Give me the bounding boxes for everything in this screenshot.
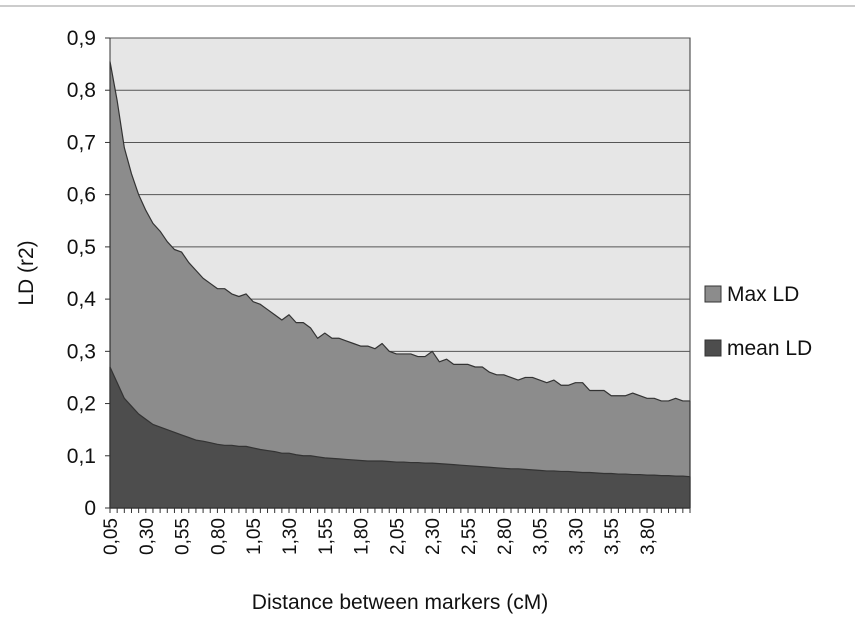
x-tick-label: 3,30 <box>566 518 587 555</box>
x-tick-label: 1,80 <box>352 518 373 555</box>
x-axis-ticks: 0,05 0,30 0,55 0,80 1,05 1,30 1,55 1,80 2,05 2,30… <box>101 508 691 555</box>
y-tick-label: 0,9 <box>67 27 96 50</box>
y-tick-label: 0,8 <box>67 79 96 102</box>
x-tick-label: 2,55 <box>459 518 480 555</box>
y-tick-label: 0,1 <box>67 445 96 468</box>
legend-label: Max LD <box>727 283 799 306</box>
y-tick-label: 0 <box>84 497 96 520</box>
x-tick-label: 1,05 <box>244 518 265 555</box>
x-tick-label: 0,80 <box>208 518 229 555</box>
x-tick-label: 1,30 <box>280 518 301 555</box>
x-tick-label: 2,05 <box>387 518 408 555</box>
series-areas <box>109 60 691 509</box>
x-tick-label: 2,80 <box>495 518 516 555</box>
x-axis-title: Distance between markers (cM) <box>252 591 548 614</box>
y-axis-title: LD (r2) <box>15 240 38 305</box>
x-tick-label: 3,05 <box>531 518 552 555</box>
x-tick-label: 3,80 <box>638 518 659 555</box>
y-tick-label: 0,4 <box>67 288 97 311</box>
legend-swatch <box>704 339 722 357</box>
x-tick-label: 3,55 <box>602 518 623 555</box>
y-tick-label: 0,5 <box>67 236 96 259</box>
x-tick-label: 0,30 <box>137 518 158 555</box>
y-tick-label: 0,6 <box>67 184 96 207</box>
x-tick-label: 1,55 <box>316 518 337 555</box>
y-tick-label: 0,2 <box>67 393 96 416</box>
y-tick-label: 0,3 <box>67 340 96 363</box>
legend-swatch <box>704 285 722 303</box>
y-axis-ticks: 0 0,1 0,2 0,3 0,4 0,5 0,6 0,7 0,8 0,9 <box>67 27 110 520</box>
legend: Max LD mean LD <box>704 283 812 360</box>
area-series-0 <box>109 60 691 509</box>
x-tick-label: 2,30 <box>423 518 444 555</box>
x-tick-label: 0,05 <box>101 518 122 555</box>
legend-label: mean LD <box>727 337 812 360</box>
x-tick-label: 0,55 <box>173 518 194 555</box>
y-tick-label: 0,7 <box>67 131 96 154</box>
area-series-1 <box>109 366 691 509</box>
